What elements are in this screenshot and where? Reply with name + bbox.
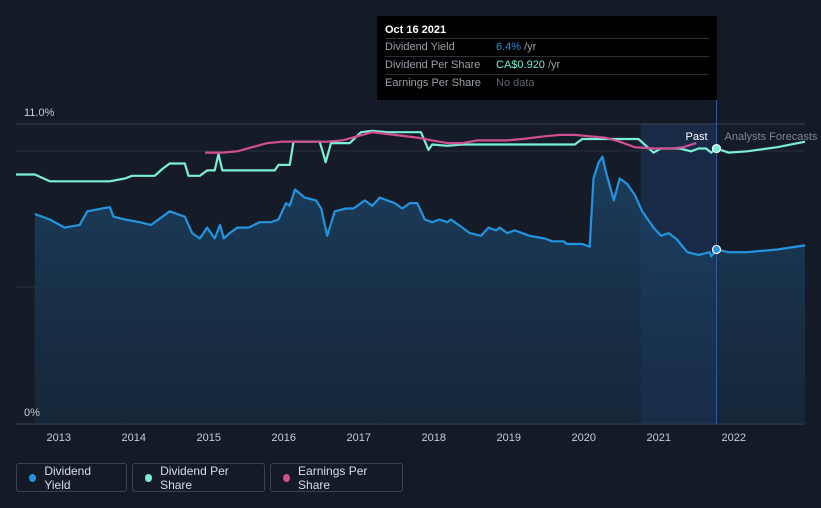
tooltip-value: 6.4% [496,41,522,53]
x-tick-label: 2022 [722,432,746,444]
earnings-per-share-line [205,131,697,154]
forecast-region-label: Analysts Forecasts [725,131,818,143]
tooltip-row-dividend-per-share: Dividend Per Share CA$0.920 /yr [385,57,709,75]
tooltip-unit: /yr [524,41,537,53]
x-tick-label: 2017 [347,432,371,444]
dividend-yield-line [34,155,718,258]
past-region-label: Past [685,131,707,143]
legend-earnings-per-share[interactable]: Earnings Per Share [270,463,403,492]
x-tick-label: 2018 [422,432,446,444]
legend-label: Earnings Per Share [298,463,368,492]
dividend-per-share-hover-marker [711,143,722,154]
x-tick-label: 2021 [647,432,671,444]
legend-label: Dividend Yield [44,463,92,492]
dividend-yield-hover-marker [711,244,722,255]
x-tick-label: 2014 [122,432,146,444]
legend-dot-icon [145,473,153,482]
legend-dividend-yield[interactable]: Dividend Yield [16,463,127,492]
tooltip-value: No data [496,77,535,89]
x-tick-label: 2020 [572,432,596,444]
x-tick-label: 2013 [47,432,71,444]
hover-tooltip: Oct 16 2021 Dividend Yield 6.4% /yr Divi… [377,16,717,100]
dividend-yield-area [34,156,806,424]
y-axis-top-label: 11.0% [24,107,55,119]
dividend-per-share-forecast-line [716,140,806,154]
tooltip-date: Oct 16 2021 [385,22,709,39]
legend-label: Dividend Per Share [160,463,229,492]
legend-dot-icon [283,473,291,482]
legend-dividend-per-share[interactable]: Dividend Per Share [132,463,265,492]
tooltip-unit: /yr [547,59,561,71]
tooltip-label: Earnings Per Share [385,77,481,89]
legend-dot-icon [29,473,37,482]
tooltip-row-earnings-per-share: Earnings Per Share No data [385,75,709,92]
x-tick-label: 2015 [197,432,221,444]
dividend-yield-forecast-line [716,244,806,254]
tooltip-label: Dividend Per Share [385,59,481,71]
tooltip-value: CA$0.920 [496,59,545,71]
tooltip-row-dividend-yield: Dividend Yield 6.4% /yr [385,39,709,57]
x-tick-label: 2019 [497,432,521,444]
x-tick-label: 2016 [272,432,296,444]
y-axis-bottom-label: 0% [24,407,40,419]
tooltip-label: Dividend Yield [385,41,455,53]
dividend-per-share-line [16,129,718,183]
